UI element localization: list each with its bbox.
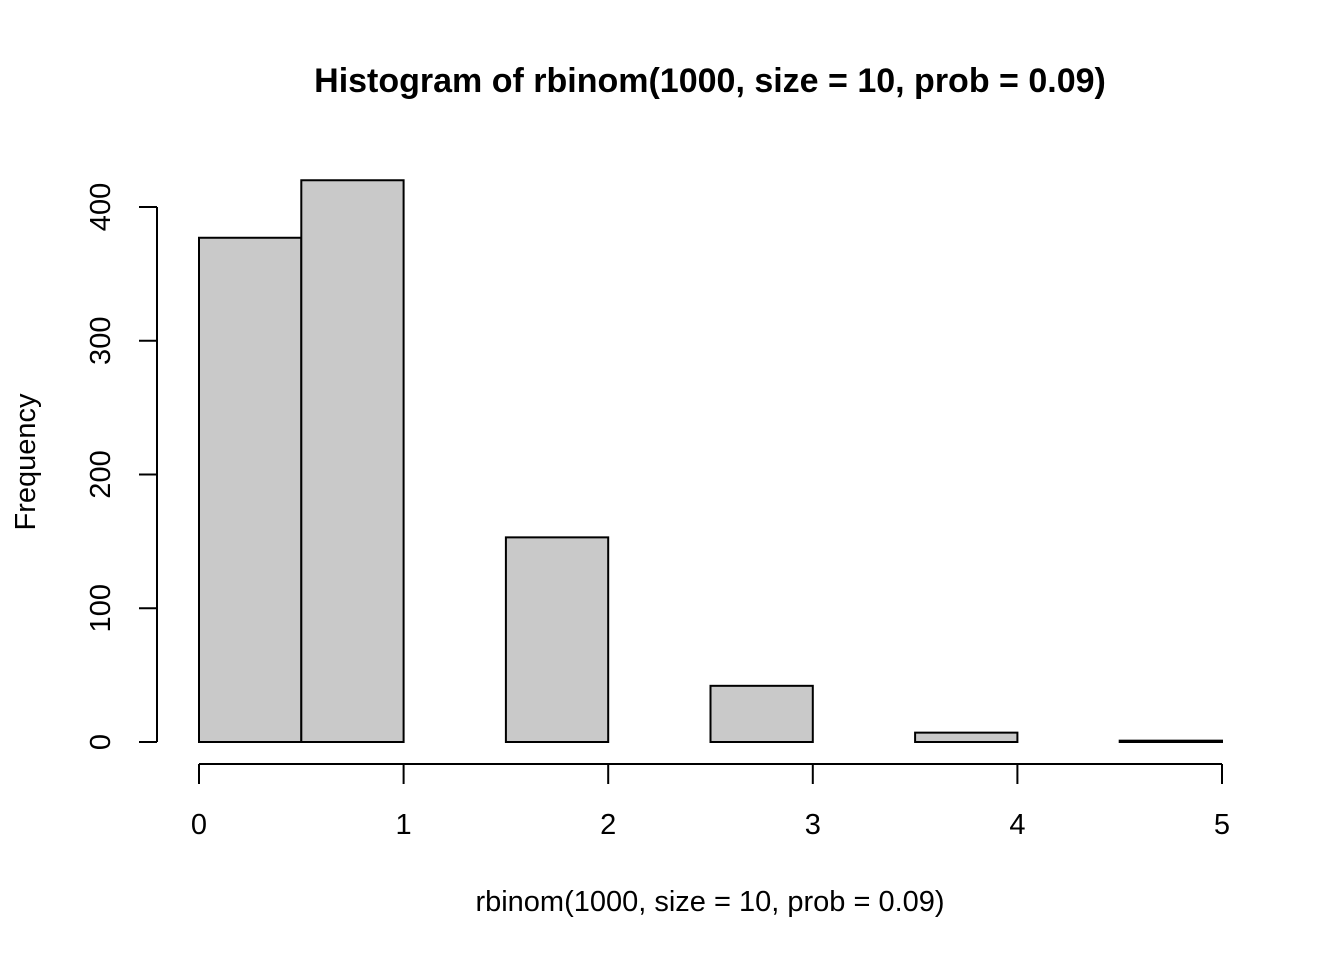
y-tick-label-4: 400 (85, 183, 117, 231)
x-tick-label-3: 3 (805, 809, 821, 841)
x-tick-label-4: 4 (1009, 809, 1025, 841)
x-tick-label-1: 1 (396, 809, 412, 841)
y-tick-label-2: 200 (85, 450, 117, 498)
x-tick-label-2: 2 (600, 809, 616, 841)
histogram-bar-9 (1118, 739, 1223, 743)
y-tick-label-0: 0 (85, 734, 117, 750)
y-axis: 0 100 200 300 400 (85, 183, 158, 750)
x-axis: 0 1 2 3 4 5 (191, 763, 1230, 841)
y-tick-label-3: 300 (85, 317, 117, 365)
histogram-bar-3 (504, 536, 610, 743)
x-tick-label-5: 5 (1214, 809, 1230, 841)
x-tick-label-0: 0 (191, 809, 207, 841)
bar-series (198, 179, 1223, 744)
y-tick-label-1: 100 (85, 584, 117, 632)
histogram-bar-1 (300, 179, 405, 743)
x-axis-label: rbinom(1000, size = 10, prob = 0.09) (475, 886, 944, 918)
y-axis-label: Frequency (10, 393, 42, 531)
histogram-bar-5 (709, 684, 814, 744)
histogram-bar-0 (198, 236, 303, 743)
chart-title: Histogram of rbinom(1000, size = 10, pro… (314, 62, 1106, 100)
histogram-bar-7 (914, 731, 1019, 744)
